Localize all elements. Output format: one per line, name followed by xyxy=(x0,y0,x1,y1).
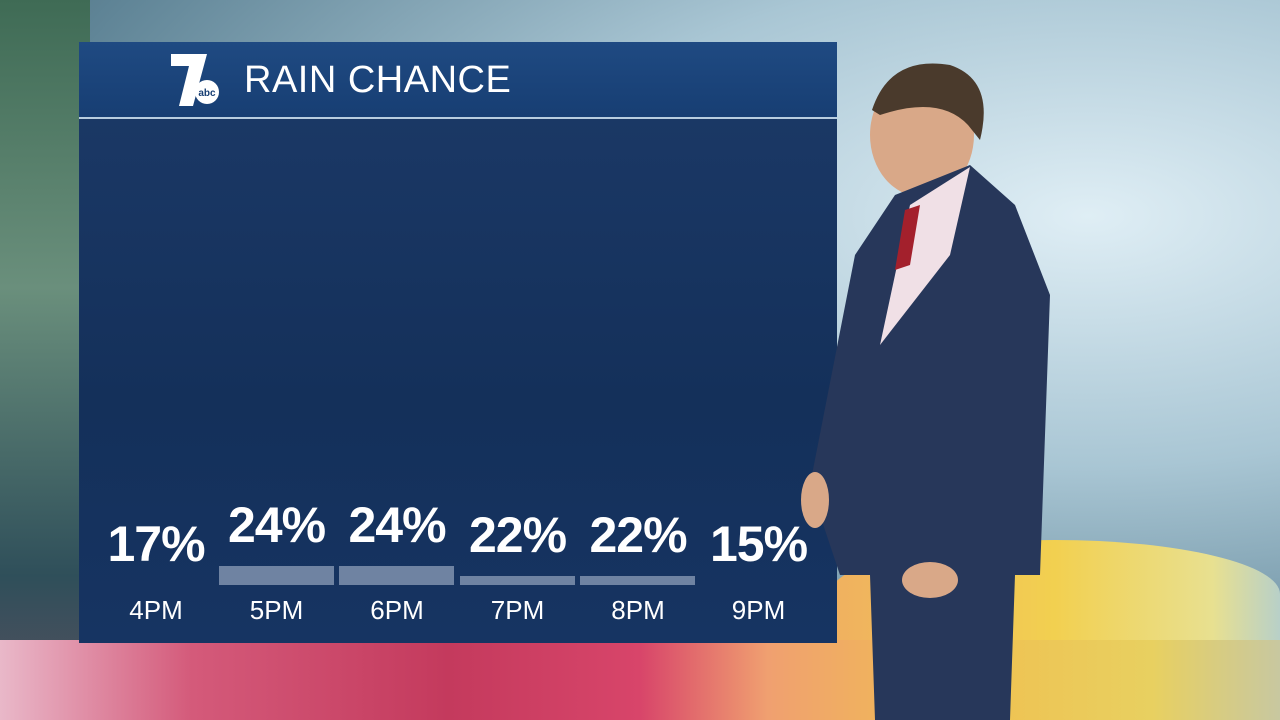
bar xyxy=(339,566,454,585)
x-tick-label: 6PM xyxy=(370,595,424,625)
data-label: 22% xyxy=(468,506,567,563)
bar xyxy=(459,575,575,585)
svg-text:abc: abc xyxy=(198,88,216,99)
bar xyxy=(580,575,695,585)
data-label: 17% xyxy=(107,516,205,572)
panel-title: RAIN CHANCE xyxy=(244,59,512,101)
data-label: 15% xyxy=(709,516,808,572)
data-label: 24% xyxy=(227,497,326,553)
bar xyxy=(218,566,334,585)
background-umbrella-bottom xyxy=(0,640,1280,720)
presenter xyxy=(801,63,1050,720)
rain-chance-panel: abc RAIN CHANCE 17% 4PM 24% 5PM 24% 6PM 22% 7PM… xyxy=(79,42,837,643)
x-tick-label: 9PM xyxy=(731,595,786,625)
data-label: 24% xyxy=(348,497,446,553)
x-tick-label: 8PM xyxy=(611,595,665,625)
7abc-logo-icon: abc xyxy=(171,54,219,106)
x-tick-label: 7PM xyxy=(490,595,545,625)
background-rain-left xyxy=(0,0,90,720)
data-label: 22% xyxy=(589,506,687,563)
x-tick-label: 4PM xyxy=(129,595,183,625)
panel-header: abc RAIN CHANCE xyxy=(79,42,837,119)
x-tick-label: 5PM xyxy=(249,595,304,625)
